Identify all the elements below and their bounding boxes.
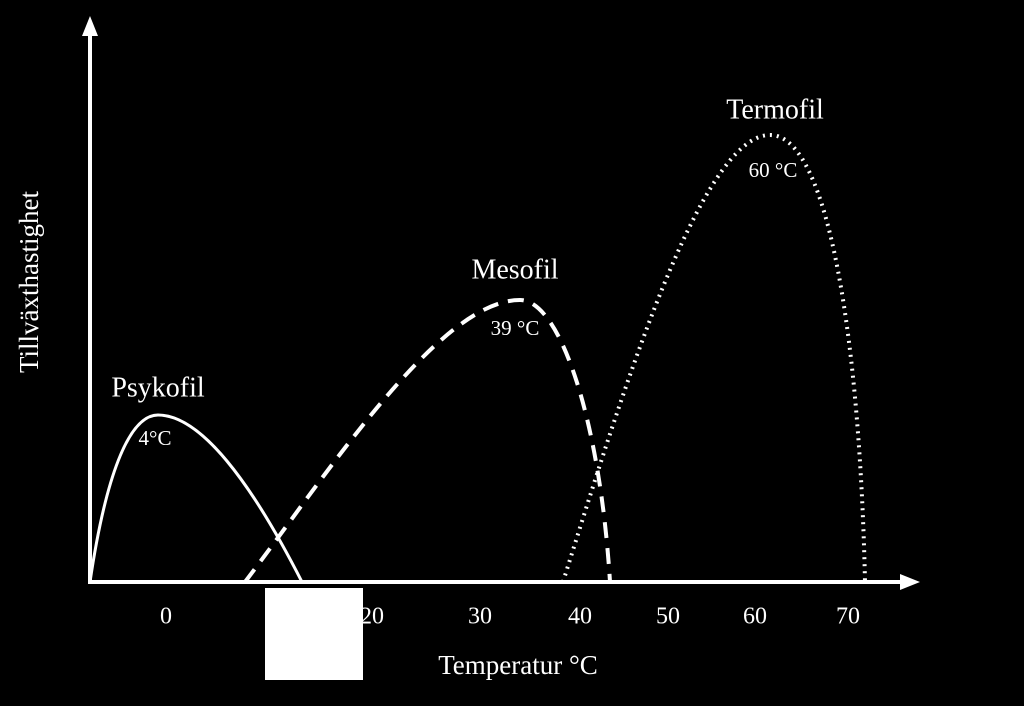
x-axis-label: Temperatur °C xyxy=(438,650,598,680)
curve-optimum: 4°C xyxy=(139,426,172,450)
x-axis-arrow xyxy=(900,574,920,590)
termofil-curve xyxy=(561,132,867,583)
curve-name: Mesofil xyxy=(471,254,558,285)
psykofil-curve xyxy=(88,413,304,583)
y-axis-arrow xyxy=(82,16,98,36)
x-tick-label: 30 xyxy=(468,604,492,630)
x-tick-label: 60 xyxy=(743,604,767,630)
curve-optimum: 60 °C xyxy=(749,158,798,182)
curve-name: Psykofil xyxy=(111,372,205,403)
mesofil-curve xyxy=(243,297,612,584)
x-tick-label: 50 xyxy=(656,604,680,630)
curve-name: Termofil xyxy=(726,94,824,125)
x-tick-label: 0 xyxy=(160,604,172,630)
y-axis-label: Tillväxthastighet xyxy=(14,190,44,373)
curve-optimum: 39 °C xyxy=(491,316,540,340)
x-tick-label: 40 xyxy=(568,604,592,630)
x-tick-label: 70 xyxy=(836,604,860,630)
x-tick-label: 20 xyxy=(360,604,384,630)
white-box xyxy=(265,588,363,680)
